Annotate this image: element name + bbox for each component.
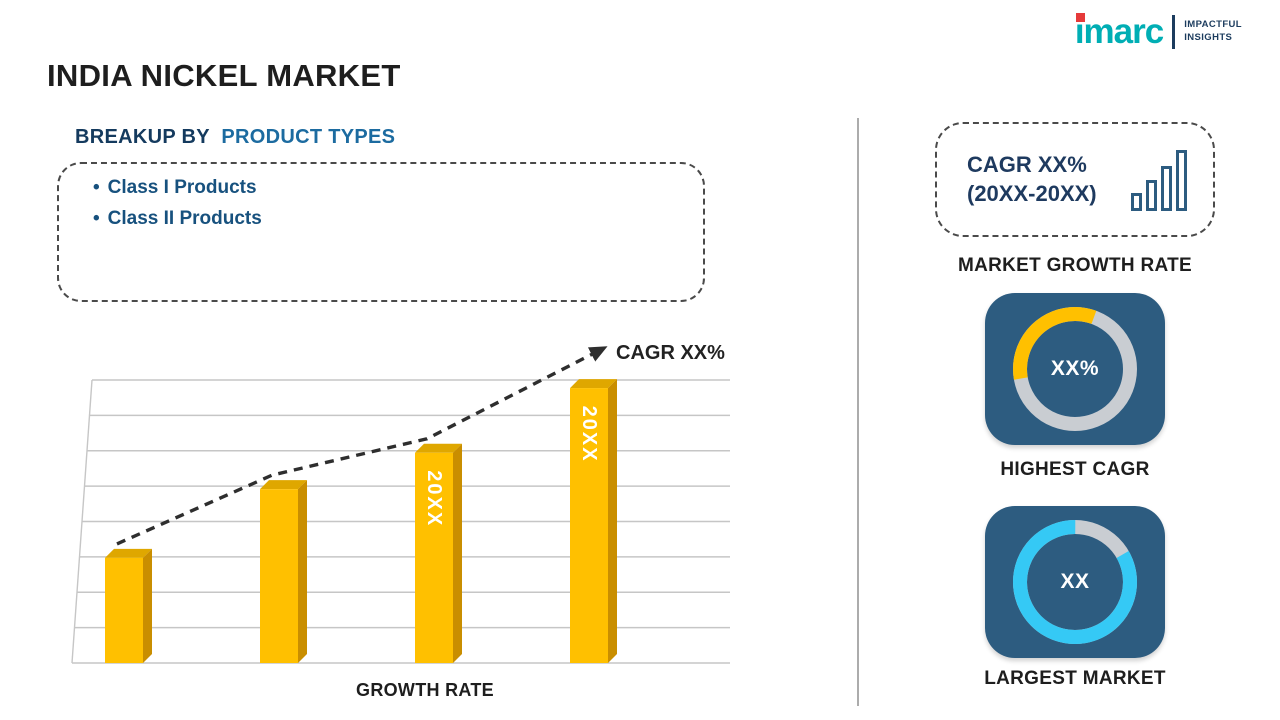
- logo-tagline-line1: IMPACTFUL: [1184, 18, 1242, 30]
- logo-brand-wrap: imarc: [1074, 12, 1164, 51]
- bar-chart-icon-bar: [1131, 192, 1142, 211]
- bullet-icon: •: [93, 177, 100, 198]
- list-item: • Class II Products: [93, 208, 703, 230]
- vertical-divider: [857, 118, 859, 706]
- largest-market-card: XX: [985, 506, 1165, 658]
- logo-separator: [1172, 14, 1176, 49]
- cagr-box-line1: CAGR XX%: [967, 151, 1087, 177]
- imarc-logo: imarc IMPACTFUL INSIGHTS: [1074, 12, 1242, 51]
- largest-market-donut-chart: [1013, 520, 1137, 644]
- list-item-label: Class I Products: [107, 177, 257, 198]
- highest-cagr-donut-chart: [1012, 307, 1137, 431]
- logo-brand-text: imarc: [1074, 12, 1164, 51]
- logo-red-square-icon: [1075, 13, 1085, 22]
- bullet-icon: •: [93, 208, 100, 229]
- svg-text:20XX: 20XX: [578, 406, 600, 463]
- highest-cagr-value: XX%: [1050, 357, 1100, 380]
- growth-rate-bar-chart: 20XX 20XX: [71, 346, 730, 664]
- cagr-trend-label: CAGR XX%: [616, 342, 725, 364]
- breakup-heading-highlight: PRODUCT TYPES: [221, 126, 396, 148]
- highest-cagr-label: HIGHEST CAGR: [1000, 459, 1150, 480]
- market-growth-rate-label: MARKET GROWTH RATE: [957, 255, 1193, 276]
- list-item: • Class I Products: [93, 177, 703, 199]
- list-item-label: Class II Products: [107, 208, 262, 229]
- largest-market-label: LARGEST MARKET: [984, 668, 1166, 689]
- breakup-heading: BREAKUP BY PRODUCT TYPES: [75, 126, 395, 149]
- bar-chart-icon-bar: [1176, 149, 1187, 211]
- svg-text:20XX: 20XX: [423, 470, 445, 527]
- logo-tagline: IMPACTFUL INSIGHTS: [1184, 19, 1242, 45]
- page-title: INDIA NICKEL MARKET: [47, 58, 401, 93]
- breakup-heading-prefix: BREAKUP BY: [75, 126, 210, 148]
- product-types-box: • Class I Products • Class II Products: [57, 162, 705, 302]
- highest-cagr-card: XX%: [985, 293, 1165, 445]
- cagr-box: CAGR XX% (20XX-20XX): [935, 122, 1215, 237]
- bar-chart-icon-bar: [1161, 165, 1172, 211]
- cagr-box-text: CAGR XX% (20XX-20XX): [967, 151, 1097, 208]
- chart-x-axis-label: GROWTH RATE: [356, 680, 494, 700]
- largest-market-value: XX: [1060, 570, 1090, 593]
- bar-chart-icon: [1131, 149, 1187, 211]
- bar-chart-icon-bar: [1146, 179, 1157, 211]
- cagr-box-line2: (20XX-20XX): [967, 180, 1097, 206]
- logo-tagline-line2: INSIGHTS: [1184, 31, 1233, 43]
